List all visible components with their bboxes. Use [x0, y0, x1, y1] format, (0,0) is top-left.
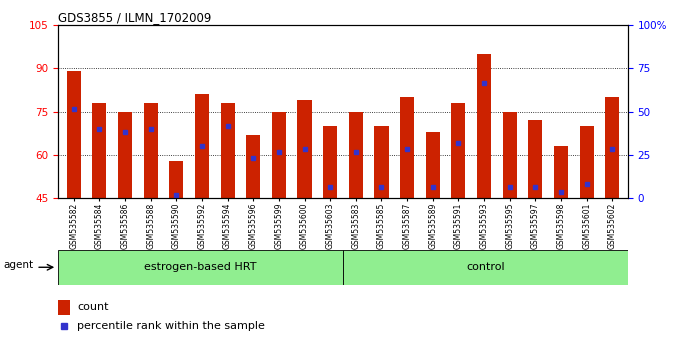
- Bar: [93, 103, 106, 198]
- FancyBboxPatch shape: [343, 250, 628, 285]
- Bar: [118, 112, 132, 198]
- Bar: [143, 103, 158, 198]
- Bar: [195, 94, 209, 198]
- Text: percentile rank within the sample: percentile rank within the sample: [77, 321, 265, 331]
- Bar: [67, 71, 81, 198]
- Text: control: control: [466, 262, 505, 272]
- Bar: [348, 112, 363, 198]
- Text: estrogen-based HRT: estrogen-based HRT: [145, 262, 257, 272]
- Text: GDS3855 / ILMN_1702009: GDS3855 / ILMN_1702009: [58, 11, 212, 24]
- Bar: [323, 126, 338, 198]
- Text: count: count: [77, 302, 108, 312]
- Bar: [451, 103, 466, 198]
- Bar: [246, 135, 260, 198]
- Bar: [426, 132, 440, 198]
- Bar: [400, 97, 414, 198]
- Bar: [298, 100, 311, 198]
- Bar: [554, 146, 568, 198]
- Text: agent: agent: [3, 261, 33, 270]
- Bar: [528, 120, 543, 198]
- Bar: [580, 126, 593, 198]
- Bar: [169, 161, 183, 198]
- Bar: [58, 299, 70, 314]
- Bar: [220, 103, 235, 198]
- Bar: [477, 54, 491, 198]
- Bar: [503, 112, 517, 198]
- Bar: [605, 97, 619, 198]
- Bar: [375, 126, 388, 198]
- Bar: [272, 112, 286, 198]
- FancyBboxPatch shape: [58, 250, 343, 285]
